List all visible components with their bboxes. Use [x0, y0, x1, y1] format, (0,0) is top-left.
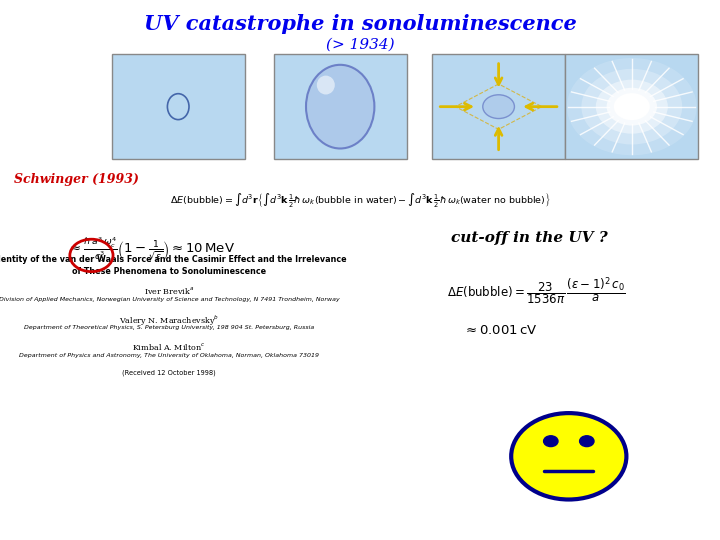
Circle shape — [582, 69, 683, 144]
Ellipse shape — [317, 76, 335, 94]
Circle shape — [596, 79, 668, 133]
Circle shape — [567, 58, 697, 156]
FancyBboxPatch shape — [274, 54, 407, 159]
Circle shape — [614, 93, 650, 120]
Text: $\Delta E(\mathrm{bubble}) = \int d^3\mathbf{r}\left\{\int d^3\mathbf{k}\,\frac{: $\Delta E(\mathrm{bubble}) = \int d^3\ma… — [170, 192, 550, 210]
Ellipse shape — [306, 65, 374, 148]
Circle shape — [606, 87, 657, 125]
Text: Division of Applied Mechanics, Norwegian University of Science and Technology, N: Division of Applied Mechanics, Norwegian… — [0, 297, 340, 302]
Text: (> 1934): (> 1934) — [325, 38, 395, 52]
FancyBboxPatch shape — [112, 54, 245, 159]
Text: Iver Brevik$^a$: Iver Brevik$^a$ — [144, 285, 194, 296]
Text: Valery N. Marachevsky$^b$: Valery N. Marachevsky$^b$ — [119, 313, 220, 328]
Circle shape — [618, 96, 647, 117]
Text: Department of Theoretical Physics, S. Petersburg University, 198 904 St. Petersb: Department of Theoretical Physics, S. Pe… — [24, 325, 315, 330]
Text: $\approx 0.001\,\mathrm{cV}$: $\approx 0.001\,\mathrm{cV}$ — [463, 324, 538, 337]
Text: of These Phenomena to Sonoluminescence: of These Phenomena to Sonoluminescence — [72, 267, 266, 276]
Circle shape — [483, 95, 515, 118]
Text: Schwinger (1993): Schwinger (1993) — [14, 173, 139, 186]
Text: $\Delta E(\mathrm{bubble}) = \dfrac{23}{1536\pi}\,\dfrac{(\varepsilon-1)^2\,c_0}: $\Delta E(\mathrm{bubble}) = \dfrac{23}{… — [447, 275, 626, 307]
Circle shape — [580, 436, 594, 447]
Text: Identity of the van der Waals Force and the Casimir Effect and the Irrelevance: Identity of the van der Waals Force and … — [0, 255, 346, 264]
FancyBboxPatch shape — [565, 54, 698, 159]
Text: UV catastrophe in sonoluminescence: UV catastrophe in sonoluminescence — [143, 14, 577, 33]
Text: (Received 12 October 1998): (Received 12 October 1998) — [122, 369, 216, 376]
Text: cut-off in the UV ?: cut-off in the UV ? — [451, 231, 608, 245]
Text: Kimbal A. Milton$^c$: Kimbal A. Milton$^c$ — [132, 341, 206, 352]
Text: $\approx \frac{\hbar\, a^3\,\omega_c^4}{c_0^3}\left(1 - \frac{1}{\sqrt{\varepsil: $\approx \frac{\hbar\, a^3\,\omega_c^4}{… — [67, 235, 235, 264]
Text: Department of Physics and Astronomy, The University of Oklahoma, Norman, Oklahom: Department of Physics and Astronomy, The… — [19, 353, 319, 358]
FancyBboxPatch shape — [432, 54, 565, 159]
Circle shape — [544, 436, 558, 447]
Circle shape — [511, 413, 626, 500]
